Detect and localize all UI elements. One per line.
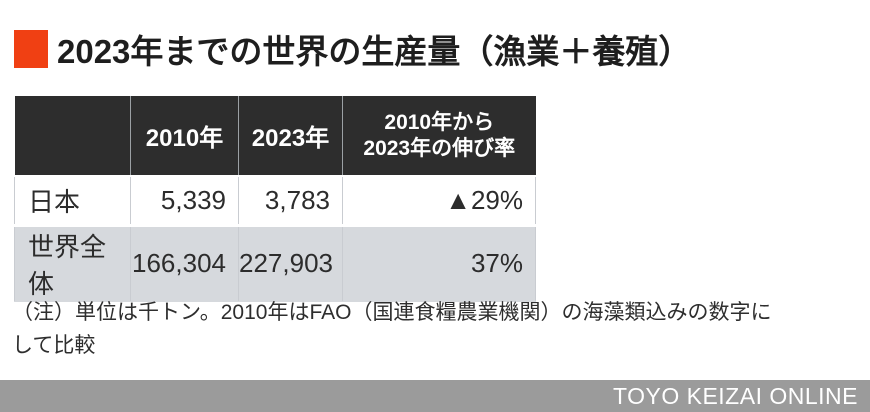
japan-growth-value: ▲29%: [342, 176, 536, 225]
footnote-line2: して比較: [12, 334, 96, 357]
header-growth-line1: 2010年から: [384, 110, 495, 134]
table-header-row: 2010年 2023年 2010年から 2023年の伸び率: [14, 96, 536, 177]
footnote-line1: （注）単位は千トン。2010年はFAO（国連食糧農業機関）の海藻類込みの数字に: [12, 301, 772, 324]
header-2010: 2010年: [130, 96, 239, 177]
production-table: 2010年 2023年 2010年から 2023年の伸び率 日本 5,339 3…: [14, 96, 536, 302]
table-row-world: 世界全体 166,304 227,903 37%: [14, 223, 536, 302]
table-row-japan: 日本 5,339 3,783 ▲29%: [14, 176, 536, 225]
header-empty-cell: [14, 96, 131, 177]
header-growth-line2: 2023年の伸び率: [363, 136, 516, 160]
world-2023-value: 227,903: [238, 223, 343, 302]
row-label-japan: 日本: [14, 176, 131, 225]
title-bullet-square-icon: [14, 30, 48, 68]
japan-2010-value: 5,339: [130, 176, 239, 225]
page-title: 2023年までの世界の生産量（漁業＋養殖）: [57, 33, 692, 70]
footer-bar: TOYO KEIZAI ONLINE: [0, 380, 870, 412]
header-2023: 2023年: [238, 96, 343, 177]
footnote: （注）単位は千トン。2010年はFAO（国連食糧農業機関）の海藻類込みの数字に …: [12, 296, 860, 362]
row-label-world: 世界全体: [14, 223, 131, 302]
japan-2023-value: 3,783: [238, 176, 343, 225]
header-growth-rate: 2010年から 2023年の伸び率: [342, 96, 536, 177]
world-2010-value: 166,304: [130, 223, 239, 302]
brand-text: TOYO KEIZAI ONLINE: [612, 382, 858, 409]
world-growth-value: 37%: [342, 223, 536, 302]
page-title-row: 2023年までの世界の生産量（漁業＋養殖）: [14, 25, 691, 73]
